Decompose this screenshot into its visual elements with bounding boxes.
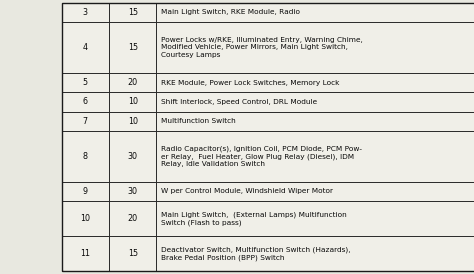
Text: 20: 20 (128, 214, 138, 223)
Text: 10: 10 (80, 214, 91, 223)
Text: Radio Capacitor(s), Ignition Coil, PCM Diode, PCM Pow-
er Relay,  Fuel Heater, G: Radio Capacitor(s), Ignition Coil, PCM D… (161, 146, 362, 167)
Text: Main Light Switch, RKE Module, Radio: Main Light Switch, RKE Module, Radio (161, 9, 300, 15)
Bar (62, 131, 109, 182)
Bar (62, 3, 109, 22)
Bar (109, 73, 156, 92)
Bar (109, 22, 156, 73)
Bar (62, 22, 109, 73)
Text: 6: 6 (83, 98, 88, 107)
Bar (62, 73, 109, 92)
Bar (0, 0, 62, 274)
Bar (62, 92, 109, 112)
Text: 30: 30 (128, 152, 138, 161)
Bar (156, 182, 474, 201)
Text: 20: 20 (128, 78, 138, 87)
Bar (62, 182, 109, 201)
Text: Deactivator Switch, Multifunction Switch (Hazards),
Brake Pedal Position (BPP) S: Deactivator Switch, Multifunction Switch… (161, 247, 351, 261)
Bar (109, 92, 156, 112)
Text: 10: 10 (128, 117, 138, 126)
Bar (109, 112, 156, 131)
Text: 11: 11 (80, 249, 91, 258)
Text: 15: 15 (128, 8, 138, 17)
Text: 4: 4 (83, 43, 88, 52)
Bar (109, 3, 156, 22)
Text: W per Control Module, Windshield Wiper Motor: W per Control Module, Windshield Wiper M… (161, 189, 333, 195)
Bar (109, 131, 156, 182)
Text: 15: 15 (128, 249, 138, 258)
Bar (156, 92, 474, 112)
Text: 15: 15 (128, 43, 138, 52)
Bar (109, 236, 156, 271)
Bar (156, 3, 474, 22)
Bar (156, 131, 474, 182)
Bar (156, 201, 474, 236)
Text: Shift Interlock, Speed Control, DRL Module: Shift Interlock, Speed Control, DRL Modu… (161, 99, 317, 105)
Bar (109, 182, 156, 201)
Text: 7: 7 (83, 117, 88, 126)
Bar (62, 236, 109, 271)
Text: 5: 5 (83, 78, 88, 87)
Text: Multifunction Switch: Multifunction Switch (161, 118, 236, 124)
Text: Power Locks w/RKE, Illuminated Entry, Warning Chime,
Modified Vehicle, Power Mir: Power Locks w/RKE, Illuminated Entry, Wa… (161, 37, 363, 58)
Bar (156, 73, 474, 92)
Text: 9: 9 (83, 187, 88, 196)
Text: 3: 3 (83, 8, 88, 17)
Text: 8: 8 (83, 152, 88, 161)
Bar (156, 112, 474, 131)
Text: 10: 10 (128, 98, 138, 107)
Bar (156, 236, 474, 271)
Bar (62, 201, 109, 236)
Bar (62, 112, 109, 131)
Bar (109, 201, 156, 236)
Text: 30: 30 (128, 187, 138, 196)
Text: RKE Module, Power Lock Switches, Memory Lock: RKE Module, Power Lock Switches, Memory … (161, 79, 339, 85)
Bar (156, 22, 474, 73)
Text: Main Light Switch,  (External Lamps) Multifunction
Switch (Flash to pass): Main Light Switch, (External Lamps) Mult… (161, 212, 347, 226)
